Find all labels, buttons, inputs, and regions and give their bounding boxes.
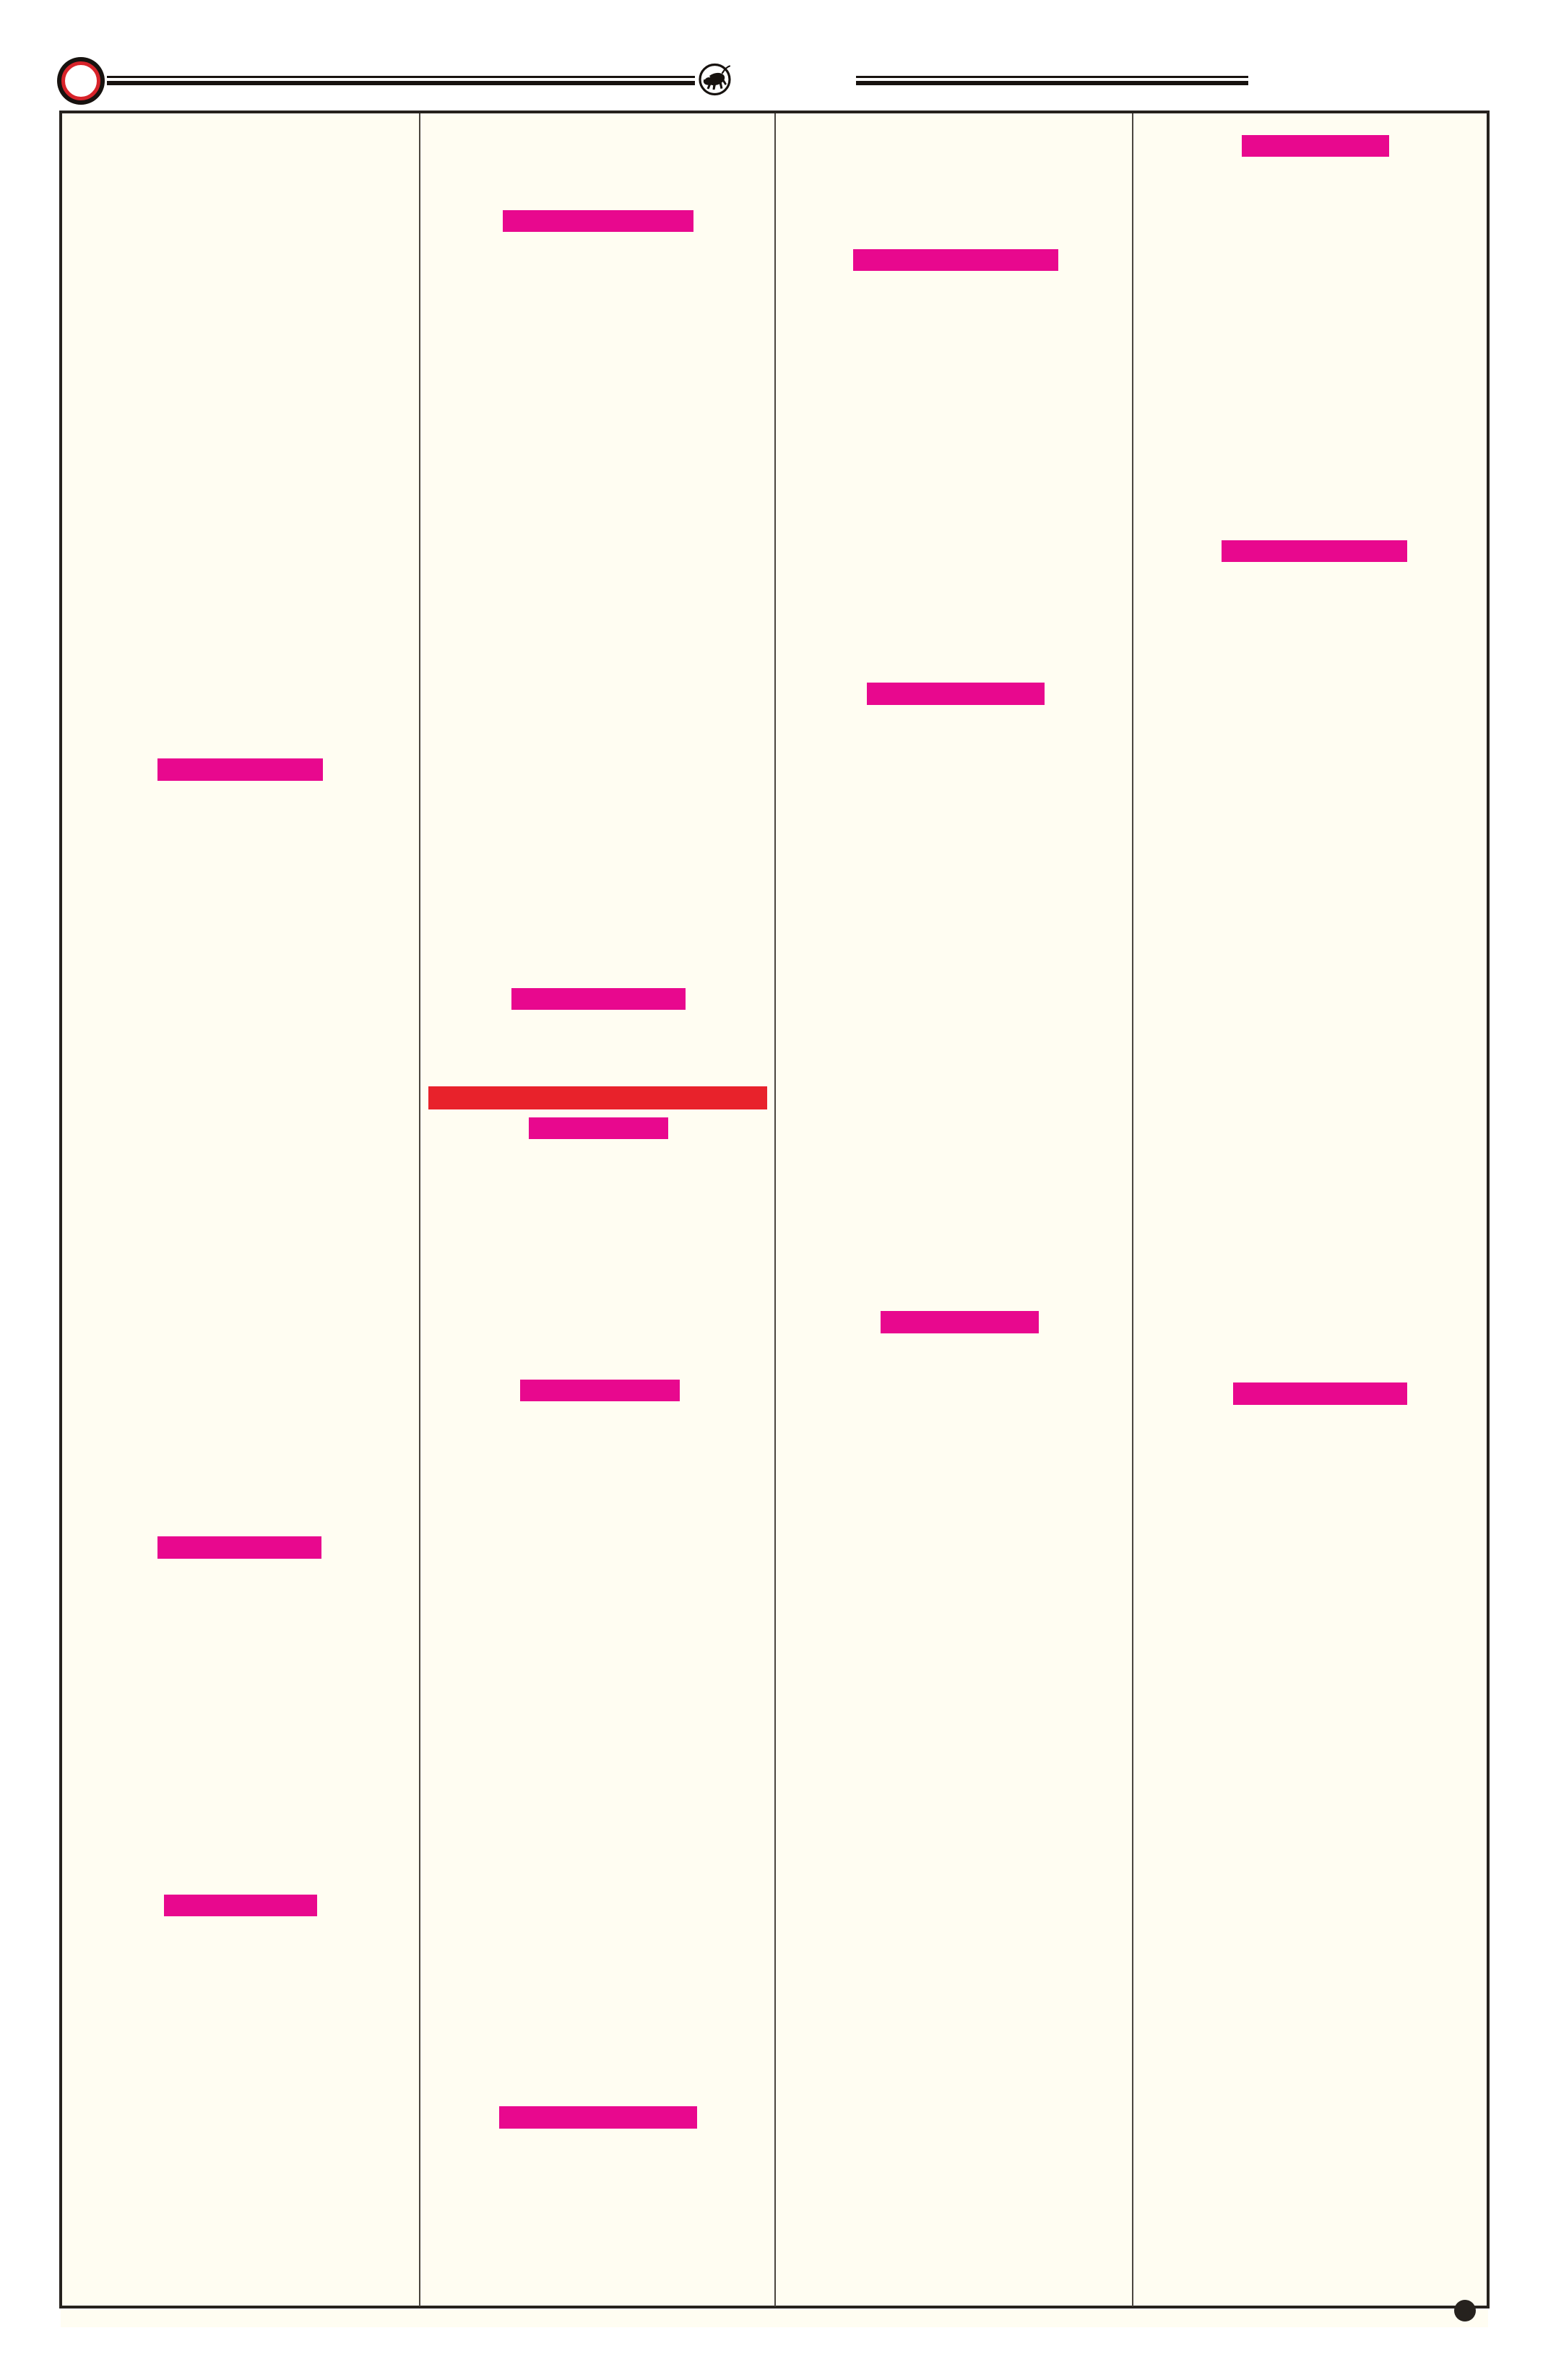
column-divider bbox=[419, 113, 420, 2306]
bull-icon bbox=[698, 62, 732, 97]
highlight-bar-magenta bbox=[499, 2106, 697, 2129]
header-rule-left bbox=[107, 76, 695, 85]
ring-marker-icon bbox=[61, 61, 100, 100]
column-divider bbox=[1132, 113, 1133, 2306]
highlight-bar-magenta bbox=[164, 1895, 317, 1916]
header-rule-right bbox=[856, 76, 1248, 85]
highlight-bar-magenta bbox=[881, 1311, 1039, 1333]
highlight-bar-magenta bbox=[1222, 540, 1407, 562]
corner-dot-marker bbox=[1454, 2300, 1476, 2321]
highlight-bar-magenta bbox=[157, 758, 323, 781]
highlight-bar-magenta bbox=[503, 210, 693, 232]
board-underhang-shade bbox=[61, 2309, 1488, 2327]
highlight-bar-magenta bbox=[1233, 1382, 1407, 1405]
highlight-bar-magenta bbox=[157, 1536, 321, 1559]
column-divider bbox=[774, 113, 776, 2306]
highlight-bar-magenta bbox=[867, 683, 1045, 705]
highlight-bar-red bbox=[428, 1086, 767, 1109]
highlight-bar-magenta bbox=[529, 1117, 668, 1139]
highlight-bar-magenta bbox=[1242, 135, 1389, 157]
highlight-bar-magenta bbox=[511, 988, 686, 1010]
highlight-bar-magenta bbox=[520, 1380, 680, 1401]
highlight-bar-magenta bbox=[853, 249, 1058, 271]
